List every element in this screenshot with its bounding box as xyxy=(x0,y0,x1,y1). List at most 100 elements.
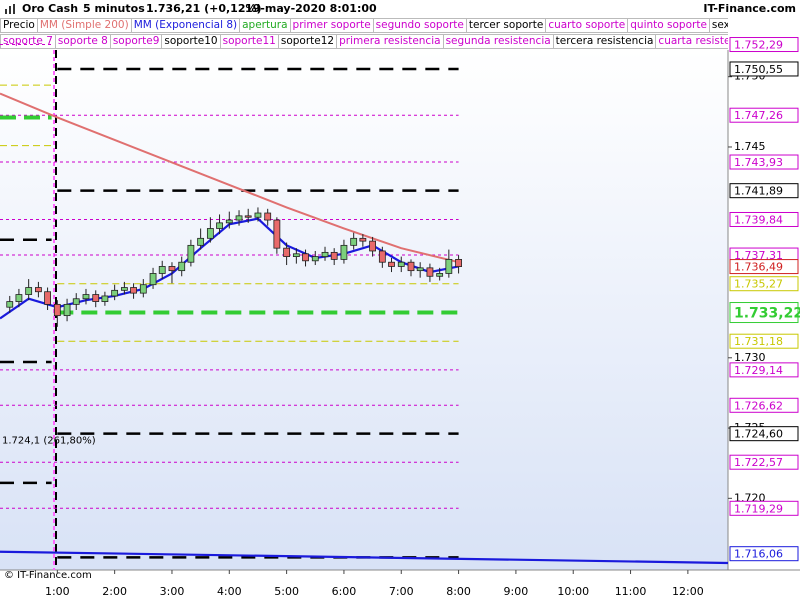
source: IT-Finance.com xyxy=(703,2,796,15)
candle-body xyxy=(397,261,405,267)
level-label-box xyxy=(729,333,799,349)
candle-body xyxy=(350,237,358,246)
x-tick-label: 6:00 xyxy=(332,585,357,598)
candle-body xyxy=(6,301,14,308)
candle-body xyxy=(235,215,243,221)
level-label: 1.735,27 xyxy=(734,278,783,291)
level-label: 1.716,06 xyxy=(734,548,783,561)
candle-body xyxy=(273,219,281,249)
legend-entry[interactable]: segundo soporte xyxy=(372,18,467,33)
level-label-box xyxy=(729,259,799,275)
candle-body xyxy=(283,247,291,257)
period: 5 minutos xyxy=(83,2,145,15)
candle-body xyxy=(158,266,166,274)
candle-body xyxy=(225,219,233,224)
x-tick-label: 2:00 xyxy=(102,585,127,598)
legend-entry[interactable]: primer soporte xyxy=(289,18,374,33)
legend-entry[interactable]: primera resistencia xyxy=(336,34,444,49)
candle-body xyxy=(407,261,415,272)
level-label-box xyxy=(729,211,799,227)
indicator-line xyxy=(0,92,459,264)
plot-area xyxy=(0,50,728,570)
candle-body xyxy=(178,261,186,272)
level-label-box xyxy=(729,426,799,442)
candle-body xyxy=(15,294,23,302)
level-label: 1.729,14 xyxy=(734,364,783,377)
level-label-box xyxy=(729,362,799,378)
candle-body xyxy=(264,212,272,221)
level-label: 1.733,22 xyxy=(734,306,800,322)
level-label: 1.741,89 xyxy=(734,185,783,198)
level-label-box xyxy=(729,61,799,77)
legend-entry[interactable]: tercera resistencia xyxy=(552,34,657,49)
candle-body xyxy=(206,228,214,239)
chart-icon xyxy=(5,4,15,14)
x-tick-label: 10:00 xyxy=(557,585,589,598)
legend-entry[interactable]: soporte 7 xyxy=(0,34,56,49)
timestamp: 19-may-2020 8:01:00 xyxy=(245,2,377,15)
legend-row: Precio MM (Simple 200) MM (Exponencial 8) a… xyxy=(0,18,728,34)
level-label: 1.739,84 xyxy=(734,213,783,226)
x-tick-label: 11:00 xyxy=(615,585,647,598)
x-tick-label: 7:00 xyxy=(389,585,414,598)
candle-body xyxy=(244,215,252,218)
candle-body xyxy=(82,294,90,300)
legend-entry[interactable]: soporte10 xyxy=(161,34,221,49)
legend-entry[interactable]: MM (Simple 200) xyxy=(36,18,132,33)
candle-body xyxy=(168,266,176,272)
level-label: 1.726,62 xyxy=(734,399,783,412)
candle-body xyxy=(378,250,386,263)
candle-body xyxy=(416,267,424,272)
legend-entry[interactable]: Precio xyxy=(0,18,38,33)
level-label-box xyxy=(729,500,799,516)
level-label-box xyxy=(729,302,799,324)
level-label: 1.743,93 xyxy=(734,156,783,169)
level-label: 1.747,26 xyxy=(734,109,783,122)
candle-body xyxy=(445,259,453,274)
legend-entry[interactable]: soporte9 xyxy=(109,34,163,49)
candle-body xyxy=(369,240,376,252)
indicator-line xyxy=(0,550,729,565)
candle-body xyxy=(63,303,71,317)
legend-entry[interactable]: MM (Exponencial 8) xyxy=(130,18,241,33)
candle-body xyxy=(321,251,329,257)
level-label-box xyxy=(729,154,799,170)
level-label: 1.731,18 xyxy=(734,335,783,348)
legend-entry[interactable]: apertura xyxy=(239,18,291,33)
candle-body xyxy=(455,259,462,267)
legend-entry[interactable]: sexto soporte xyxy=(708,18,728,33)
level-label: 1.719,29 xyxy=(734,502,783,515)
candle-body xyxy=(388,261,395,267)
level-label: 1.736,49 xyxy=(734,261,783,274)
y-tick-label: 1.730 xyxy=(734,351,766,364)
level-label-box xyxy=(729,546,799,562)
candle-body xyxy=(35,287,42,293)
level-label: 1.752,29 xyxy=(734,39,783,52)
legend-row: soporte 7 soporte 8 soporte9 soporte10 sopor… xyxy=(0,34,728,50)
legend-entry[interactable]: soporte 8 xyxy=(54,34,111,49)
candle-body xyxy=(216,222,223,229)
candle-body xyxy=(330,251,338,260)
candle-body xyxy=(187,244,195,263)
level-label: 1.722,57 xyxy=(734,456,783,469)
level-label: 1.724,60 xyxy=(734,428,783,441)
level-label-box xyxy=(729,397,799,413)
legend-entry[interactable]: cuarta resistencia xyxy=(655,34,728,49)
legend-entry[interactable]: soporte12 xyxy=(277,34,338,49)
legend-entry[interactable]: soporte11 xyxy=(219,34,279,49)
instrument: Oro Cash xyxy=(22,2,79,15)
candle-body xyxy=(120,287,128,291)
x-tick-label: 8:00 xyxy=(446,585,471,598)
candle-body xyxy=(25,287,33,295)
legend-entry[interactable]: segunda resistencia xyxy=(442,34,554,49)
candle-body xyxy=(359,237,367,242)
level-label-box xyxy=(729,37,799,53)
level-label-box xyxy=(729,183,799,199)
legend-entry[interactable]: cuarto soporte xyxy=(545,18,629,33)
legend-entry[interactable]: quinto soporte xyxy=(627,18,710,33)
legend-entry[interactable]: tercer soporte xyxy=(465,18,547,33)
candle-body xyxy=(53,303,61,317)
candle-body xyxy=(111,289,119,297)
